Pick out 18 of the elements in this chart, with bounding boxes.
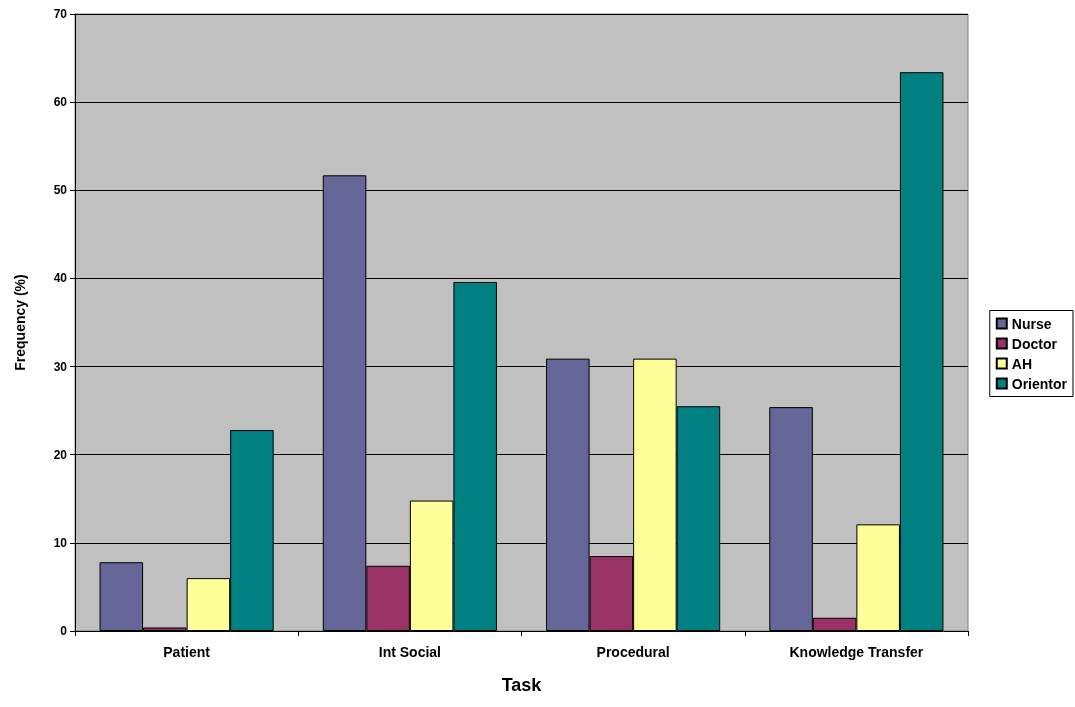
x-tick-label: Procedural xyxy=(596,644,670,660)
y-tick-label: 70 xyxy=(53,7,68,21)
legend-label: Orientor xyxy=(1011,375,1068,392)
y-tick-label: 20 xyxy=(53,447,68,462)
y-axis-title: Frequency (%) xyxy=(12,274,28,371)
y-tick-label: 50 xyxy=(53,183,68,198)
y-tick-label: 10 xyxy=(53,535,68,550)
x-tick-label: Knowledge Transfer xyxy=(789,644,924,660)
legend-label: Nurse xyxy=(1011,315,1052,332)
x-tick-label: Int Social xyxy=(378,644,441,660)
legend-label: AH xyxy=(1011,355,1033,372)
y-tick-label: 60 xyxy=(53,95,68,110)
y-tick-label: 40 xyxy=(53,271,68,286)
y-tick-label: 30 xyxy=(53,359,68,374)
y-tick-label: 0 xyxy=(60,624,68,638)
legend-label: Doctor xyxy=(1011,335,1058,352)
x-axis-title: Task xyxy=(501,675,543,695)
x-tick-label: Patient xyxy=(163,644,211,660)
